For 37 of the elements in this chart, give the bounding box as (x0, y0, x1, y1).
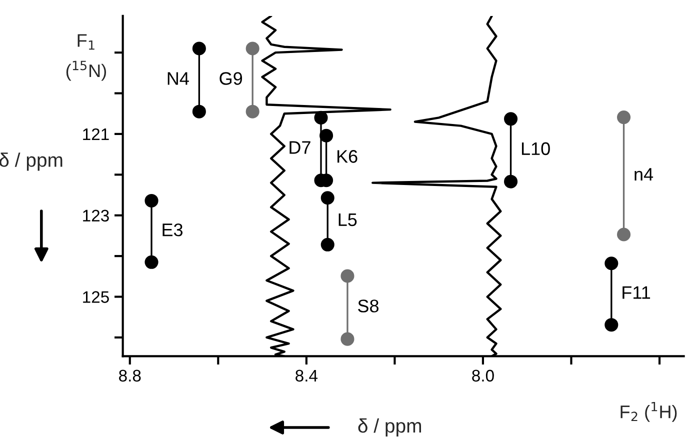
x-tick-label: 8.0 (472, 370, 494, 382)
series-label: G9 (220, 72, 242, 85)
point (340, 332, 354, 346)
point (604, 318, 618, 332)
point (320, 128, 334, 142)
point (504, 174, 518, 188)
series-label: N4 (168, 72, 189, 85)
point (504, 112, 518, 126)
point (246, 42, 260, 56)
point (246, 104, 260, 118)
y-tick-label: 125 (83, 291, 109, 303)
y-tick-label: 123 (83, 210, 109, 222)
point (144, 255, 158, 269)
point (144, 194, 158, 208)
point (192, 104, 206, 118)
point (340, 269, 354, 283)
point (616, 110, 631, 124)
series-label: L5 (338, 214, 357, 226)
text: F$_{1}$ (78, 34, 94, 50)
text: ($^{15}$N) (66, 60, 106, 81)
point (320, 238, 334, 252)
text: F$_{2}$ ($^{1}$H) (620, 402, 677, 422)
series-label: D7 (290, 141, 310, 154)
point (604, 256, 618, 270)
series-label: L10 (522, 142, 550, 156)
series-label: K6 (337, 150, 358, 163)
point (320, 191, 334, 205)
series-label: S8 (358, 300, 378, 312)
series-label: E3 (162, 224, 183, 236)
y-tick-label: 121 (83, 128, 109, 140)
point (192, 42, 206, 56)
series-label: F11 (622, 286, 650, 299)
x-tick-label: 8.8 (119, 370, 141, 382)
point (616, 228, 631, 242)
series-label: n4 (634, 168, 654, 181)
x-axis-title: δ / ppm (358, 418, 421, 437)
x-tick-label: 8.4 (296, 370, 318, 382)
